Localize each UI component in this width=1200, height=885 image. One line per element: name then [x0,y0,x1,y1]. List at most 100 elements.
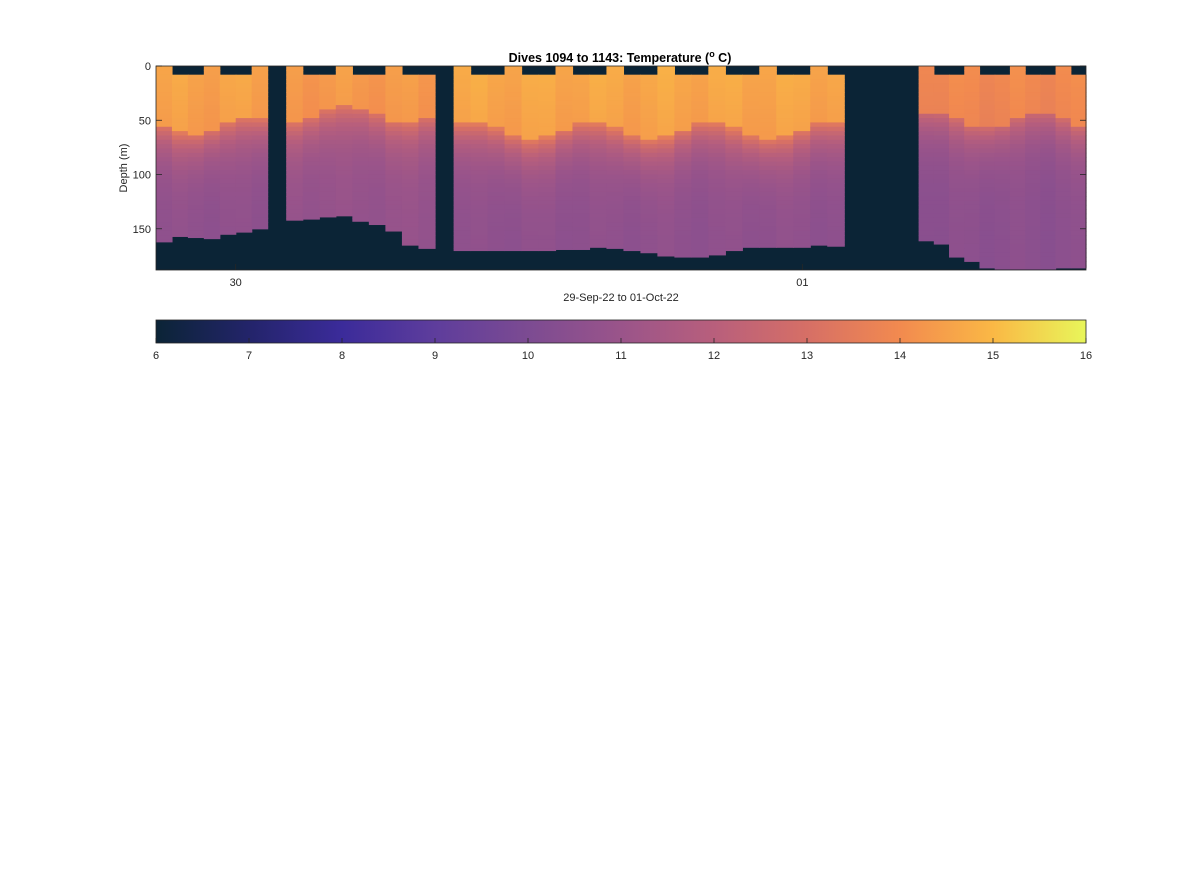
heatmap-cell [589,217,608,223]
heatmap-cell [203,92,221,97]
heatmap-cell [1070,200,1087,206]
heatmap-cell [742,109,760,115]
heatmap-cell [949,235,965,241]
heatmap-cell [504,79,523,84]
heatmap-cell [725,200,743,206]
heatmap-cell [979,92,996,97]
heatmap-cell [401,100,420,106]
heatmap-cell [302,178,320,184]
heatmap-cell [623,92,642,97]
heatmap-cell [949,152,965,158]
heatmap-cell [657,96,675,102]
heatmap-cell [401,243,420,246]
heatmap-cell [352,100,370,106]
heatmap-cell [589,165,608,171]
heatmap-cell [302,209,320,215]
heatmap-cell [1070,92,1087,97]
heatmap-cell [589,174,608,180]
heatmap-cell [589,100,608,106]
heatmap-cell [555,178,574,184]
heatmap-cell [203,135,221,141]
heatmap-cell [302,118,320,124]
heatmap-cell [606,92,625,97]
heatmap-cell [708,96,726,102]
heatmap-cell [171,96,189,102]
heatmap-cell [1009,105,1026,111]
heatmap-cell [691,217,709,223]
heatmap-cell [810,148,828,154]
heatmap-cell [1040,152,1057,158]
heatmap-cell [640,113,658,119]
heatmap-cell [606,217,625,223]
heatmap-cell [933,222,950,228]
heatmap-cell [487,100,506,106]
heatmap-cell [251,118,269,124]
heatmap-cell [203,196,221,202]
heatmap-cell [251,213,269,219]
heatmap-cell [401,204,420,210]
heatmap-cell [572,235,591,241]
heatmap-cell [759,148,777,154]
heatmap-cell [555,217,574,223]
heatmap-cell [674,248,692,254]
heatmap-cell [352,165,370,171]
heatmap-cell [453,100,472,106]
y-tick-label: 0 [145,61,151,73]
heatmap-cell [1055,144,1072,150]
heatmap-cell [810,70,828,76]
heatmap-cell [572,191,591,197]
heatmap-cell [691,235,709,241]
heatmap-cell [286,131,304,137]
heatmap-cell [640,187,658,193]
heatmap-cell [352,187,370,193]
heatmap-cell [640,226,658,232]
heatmap-cell [555,209,574,215]
heatmap-cell [1009,118,1026,124]
heatmap-cell [219,92,237,97]
heatmap-cell [1025,239,1041,245]
heatmap-cell [368,118,386,124]
heatmap-cell [572,118,591,124]
heatmap-cell [572,148,591,154]
heatmap-cell [949,170,965,176]
heatmap-cell [759,222,777,228]
heatmap-cell [286,92,304,97]
heatmap-cell [385,126,403,132]
heatmap-cell [555,109,574,115]
heatmap-cell [368,222,386,226]
heatmap-cell [708,139,726,145]
heatmap-cell [776,126,794,132]
heatmap-cell [453,196,472,202]
heatmap-cell [979,113,996,119]
heatmap-cell [979,126,996,132]
heatmap-cell [504,126,523,132]
profile-column [623,74,642,252]
heatmap-cell [203,87,221,93]
heatmap-cell [933,139,950,145]
heatmap-cell [933,226,950,232]
heatmap-cell [776,230,794,236]
heatmap-cell [156,92,173,97]
heatmap-cell [979,157,996,163]
heatmap-cell [964,183,981,189]
heatmap-cell [156,131,173,137]
heatmap-cell [555,118,574,124]
heatmap-cell [504,83,523,89]
profile-column [235,74,253,233]
heatmap-cell [504,187,523,193]
heatmap-cell [156,191,173,197]
heatmap-cell [1055,126,1072,132]
heatmap-cell [219,187,237,193]
heatmap-cell [827,226,845,232]
heatmap-cell [487,126,506,132]
heatmap-cell [401,161,420,167]
heatmap-cell [949,191,965,197]
heatmap-cell [538,243,557,249]
heatmap-cell [171,230,189,236]
heatmap-cell [187,226,205,232]
heatmap-cell [203,139,221,145]
heatmap-cell [335,96,353,102]
heatmap-cell [319,209,337,215]
heatmap-cell [538,131,557,137]
heatmap-cell [657,92,675,97]
